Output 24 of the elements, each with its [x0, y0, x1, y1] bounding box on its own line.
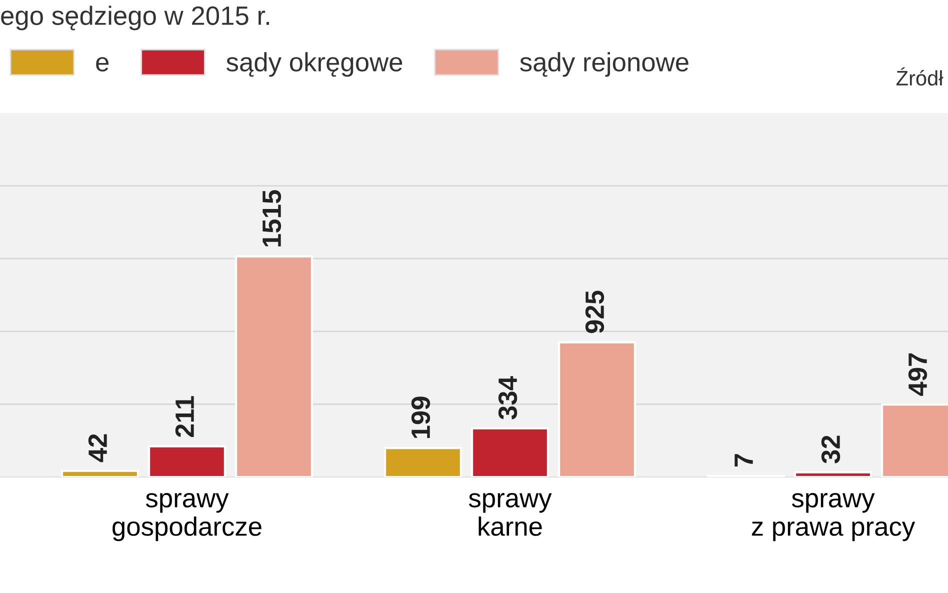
legend-label: sądy rejonowe: [520, 52, 688, 77]
bar: [235, 255, 313, 477]
data-label: 199: [411, 396, 430, 438]
x-tick-label: sprawy karne: [468, 493, 552, 536]
x-tick-label: sprawy z prawa pracy: [752, 493, 916, 542]
data-label: 32: [821, 436, 840, 464]
bar: [471, 427, 549, 477]
bar: [794, 471, 872, 477]
data-label: 925: [585, 290, 604, 334]
legend-label: sądy okręgowe: [226, 52, 402, 77]
x-tick-label: sprawy gospodarcze: [112, 493, 262, 542]
data-label: 334: [498, 376, 518, 420]
data-label: 497: [908, 353, 928, 396]
bar: [558, 341, 636, 477]
bar: [384, 446, 462, 477]
chart-title: ego sędziego w 2015 r.: [1, 6, 270, 30]
legend-label: e: [96, 57, 109, 72]
data-label: 211: [175, 396, 194, 438]
bar: [61, 470, 139, 477]
bar: [148, 445, 226, 477]
data-label: 42: [88, 434, 107, 462]
data-label: 7: [734, 454, 753, 467]
text: Źródł: [896, 67, 944, 86]
data-label: 1515: [262, 190, 282, 246]
